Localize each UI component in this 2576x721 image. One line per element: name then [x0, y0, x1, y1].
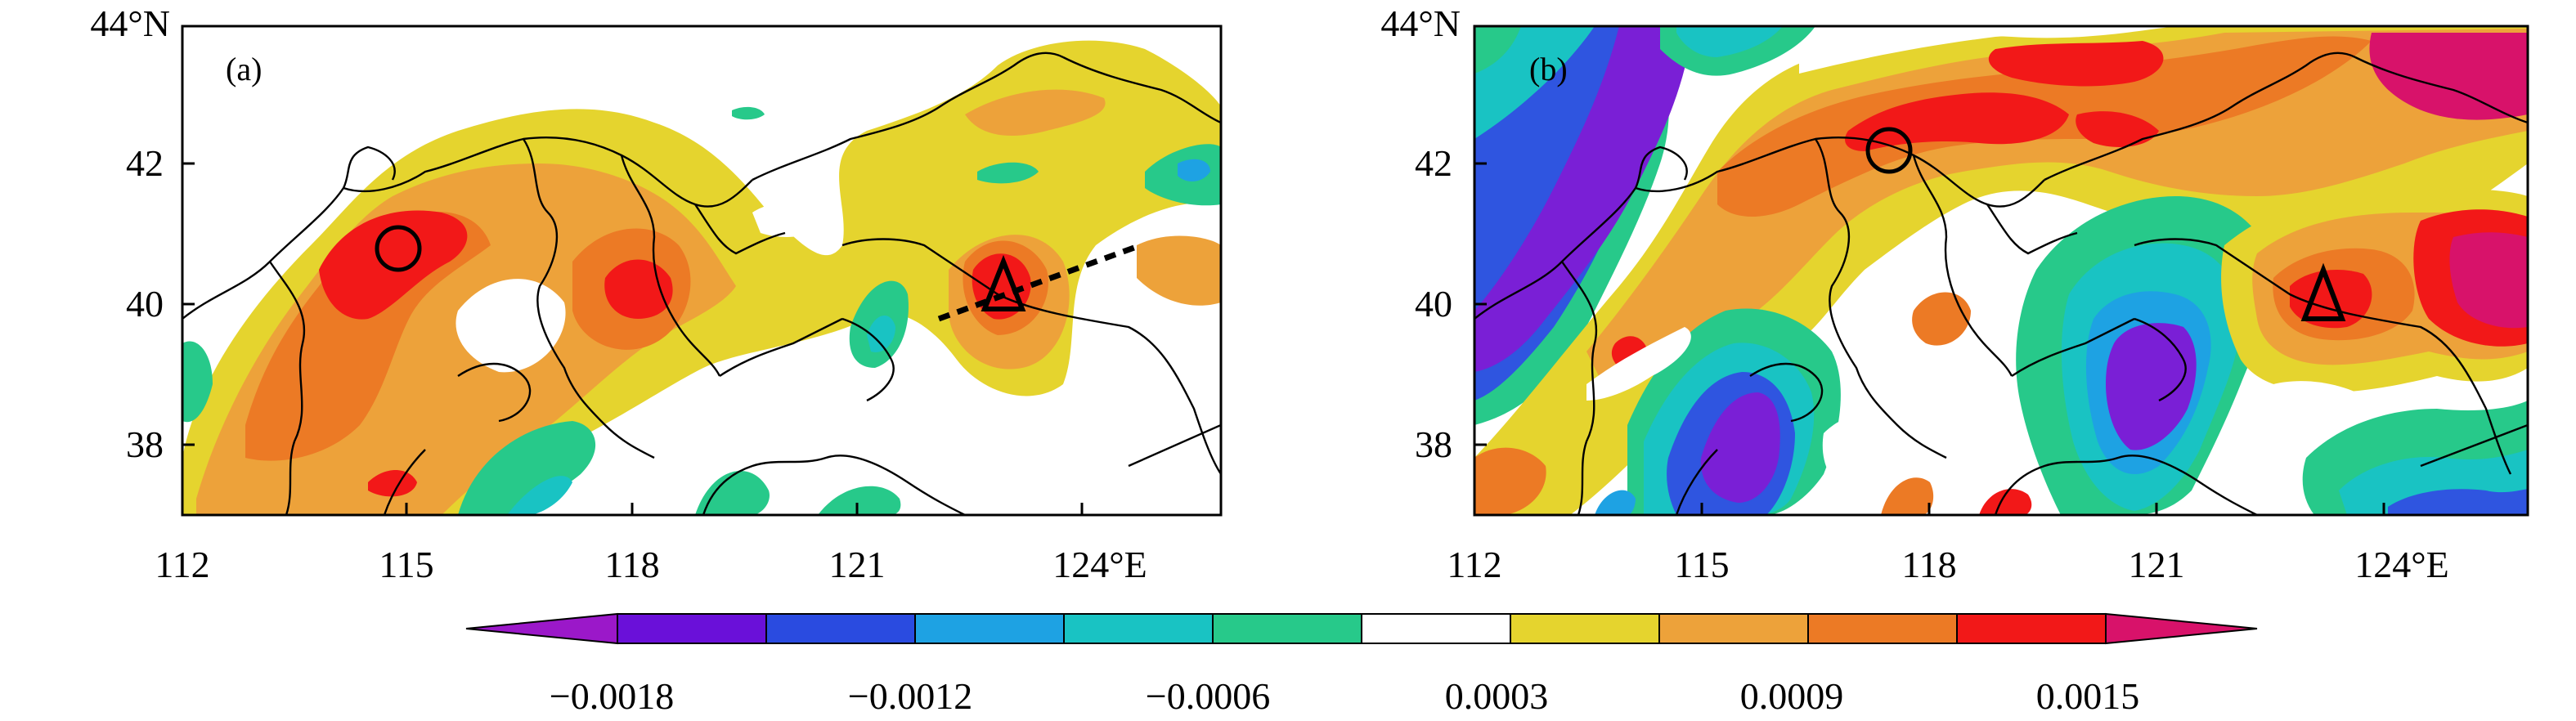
b-red-band3 — [2076, 111, 2159, 147]
b-orange-bottomcenter — [1881, 477, 1934, 515]
panel-b-circle-marker — [1865, 127, 1913, 174]
panel-b-ytick-44: 44°N — [1380, 2, 1461, 44]
b-orange-bottomleft — [1474, 447, 1546, 515]
panel-b-ytick-42: 42 — [1415, 142, 1452, 184]
panel-a-ytick-38: 38 — [126, 423, 164, 465]
colorbar-label-2: −0.0012 — [848, 675, 972, 717]
boundaries-a — [182, 52, 1221, 515]
panel-a-ytick-42: 42 — [126, 142, 164, 184]
b-orange-center-small — [1912, 292, 1971, 346]
panel-b-xtick-118: 118 — [1901, 544, 1956, 585]
panel-a-xtick-121: 121 — [829, 544, 886, 585]
panel-a-xtick-124: 124°E — [1052, 544, 1147, 585]
panel-a-label: (a) — [226, 51, 262, 87]
contour-green-left — [182, 341, 213, 423]
panel-a-dashed-section-line — [937, 242, 1142, 322]
contour-green-right — [977, 162, 1039, 184]
colorbar-label-5: 0.0009 — [1740, 675, 1844, 717]
colorbar-right-arrow — [2105, 612, 2258, 645]
colorbar-left-arrow — [465, 612, 618, 645]
panel-a-triangle-marker — [981, 254, 1026, 311]
colorbar-label-6: 0.0015 — [2036, 675, 2140, 717]
colorbar-bin — [1658, 613, 1809, 644]
b-white-gap3 — [1822, 414, 1897, 490]
panel-b-frame — [1473, 25, 2529, 517]
colorbar-label-3: −0.0006 — [1146, 675, 1270, 717]
boundaries-b — [1474, 52, 2528, 515]
contour-green-bottom — [458, 421, 596, 515]
contour-green-bottom2 — [695, 471, 770, 515]
contour-green-bottom3 — [818, 486, 901, 515]
colorbar-bin — [1212, 613, 1362, 644]
panel-b-xtick-112: 112 — [1447, 544, 1501, 585]
panel-a-field — [182, 26, 1221, 515]
contour-lightblue-right — [1178, 159, 1210, 181]
panel-b-field — [1474, 26, 2528, 515]
colorbar-labels: −0.0018 −0.0012 −0.0006 0.0003 0.0009 0.… — [550, 675, 2139, 717]
b-magenta-top — [2369, 33, 2528, 120]
panel-b-ytick-38: 38 — [1415, 423, 1452, 465]
contour-red — [319, 210, 468, 320]
colorbar-label-1: −0.0018 — [550, 675, 674, 717]
contour-red-4 — [368, 470, 417, 497]
colorbar-bin — [1807, 613, 1958, 644]
b-magenta-rightedge — [2449, 232, 2528, 329]
colorbar-bin — [914, 613, 1065, 644]
panel-b-xtick-124: 124°E — [2354, 544, 2449, 585]
panel-b-xtick-121: 121 — [2129, 544, 2185, 585]
b-green-left2 — [1474, 26, 1521, 74]
colorbar-bin — [1956, 613, 2107, 644]
b-cyan-top — [1676, 26, 1783, 57]
panel-b-triangle-marker — [2300, 262, 2346, 321]
panel-a-tickmarks — [181, 25, 1084, 515]
colorbar-bin — [617, 613, 767, 644]
b-white-gap1 — [1586, 327, 1691, 401]
colorbar-bin — [1510, 613, 1660, 644]
b-lightblue-bottomleft — [1595, 490, 1636, 515]
contour-cyan-mid — [867, 316, 895, 352]
panel-b-xtick-115: 115 — [1674, 544, 1729, 585]
colorbar-label-4: 0.0003 — [1445, 675, 1549, 717]
colorbar-bin — [1063, 613, 1214, 644]
b-red-band2 — [1988, 41, 2164, 87]
panel-b-ytick-40: 40 — [1415, 283, 1452, 325]
panel-a-xtick-115: 115 — [379, 544, 433, 585]
panel-a-xtick-118: 118 — [604, 544, 659, 585]
panel-a-xtick-112: 112 — [155, 544, 209, 585]
b-white-strip — [1799, 26, 2126, 74]
panel-a-circle-marker — [375, 225, 422, 272]
panel-a-frame — [181, 25, 1223, 517]
contour-green-top — [732, 106, 765, 120]
panel-a: 44°N 42 40 38 112 115 118 121 124°E (a) — [90, 2, 1223, 585]
colorbar-bin — [765, 613, 916, 644]
b-blue-bottomright — [2388, 489, 2528, 515]
contour-lightorange-4 — [1137, 235, 1221, 306]
colorbar-bin — [1361, 613, 1511, 644]
b-red-bottomcenter — [1979, 489, 2032, 515]
b-purple-center — [1700, 392, 1780, 503]
panel-a-ytick-44: 44°N — [90, 2, 170, 44]
b-red-band — [1845, 92, 2069, 151]
b-purple-right — [2106, 323, 2197, 450]
colorbar — [465, 612, 2258, 645]
panel-b-label: (b) — [1529, 51, 1568, 87]
contour-lightorange-3 — [965, 89, 1106, 136]
contour-white-top — [752, 202, 826, 237]
panel-b-tickmarks — [1473, 25, 2385, 515]
panel-a-ytick-40: 40 — [126, 283, 164, 325]
contour-cyan-bottom — [507, 476, 572, 515]
b-white-gap2 — [2273, 381, 2372, 420]
panel-b: 44°N 42 40 38 112 115 118 121 124°E (b) — [1380, 2, 2529, 585]
